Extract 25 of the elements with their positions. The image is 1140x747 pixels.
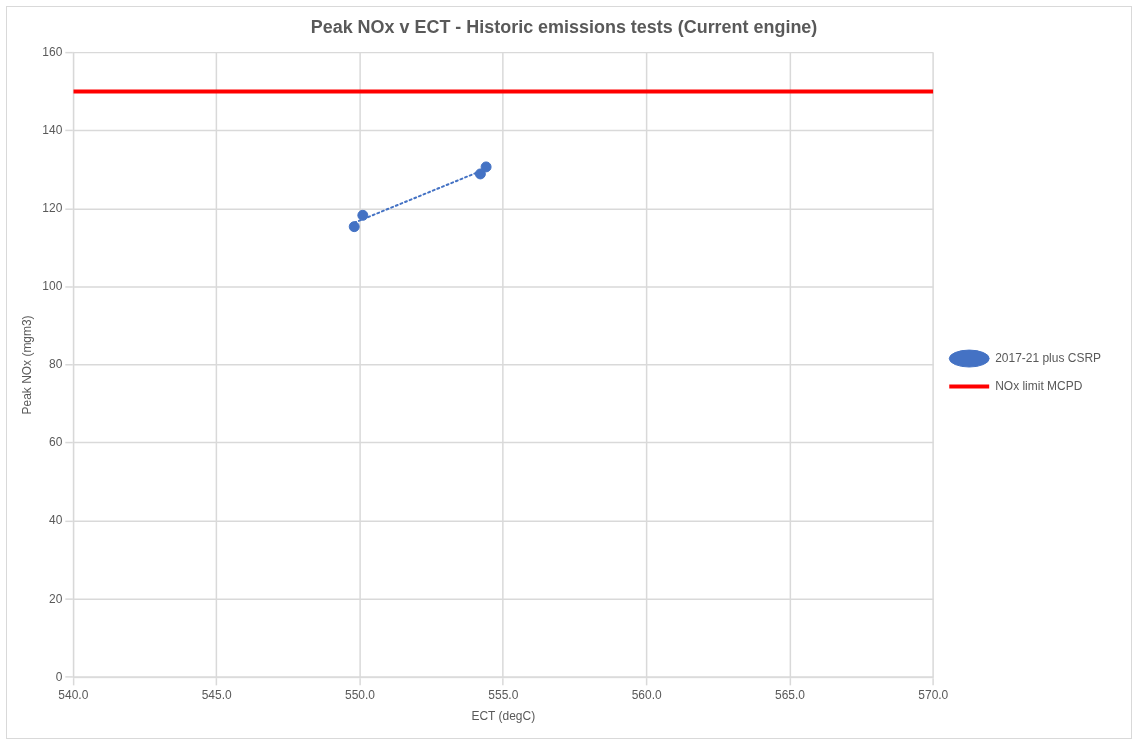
y-axis-title: Peak NOx (mgm3) [20,315,35,415]
x-tick-label: 560.0 [631,687,662,702]
y-tick-label: 120 [42,201,63,215]
y-tick-label: 60 [48,435,63,450]
x-tick-label: 545.0 [201,687,232,702]
y-tick-label: 160 [42,44,63,59]
y-tick-label: 20 [48,591,63,606]
point [474,168,486,180]
chart-title: Peak NOx v ECT - Historic emissions tests (Current engine) [310,16,818,37]
x-tick-label: 565.0 [774,687,806,702]
x-axis-title: ECT (degC) [471,709,536,724]
y-tick-label: 80 [48,357,63,372]
y-tick-label: 0 [55,669,63,684]
y-tick-label: 140 [42,122,63,137]
point [480,161,492,173]
x-tick-label: 540.0 [58,687,89,702]
x-tick-label: 550.0 [344,687,376,702]
y-tick-label: 40 [48,513,63,528]
point [357,209,369,221]
y-tick-label: 100 [42,279,63,294]
legend-label: NOx limit MCPD [995,378,1083,393]
legend-label: 2017-21 plus CSRP [995,350,1102,365]
point [348,221,360,233]
x-tick-label: 570.0 [918,687,949,702]
x-tick-label: 555.0 [488,687,519,702]
